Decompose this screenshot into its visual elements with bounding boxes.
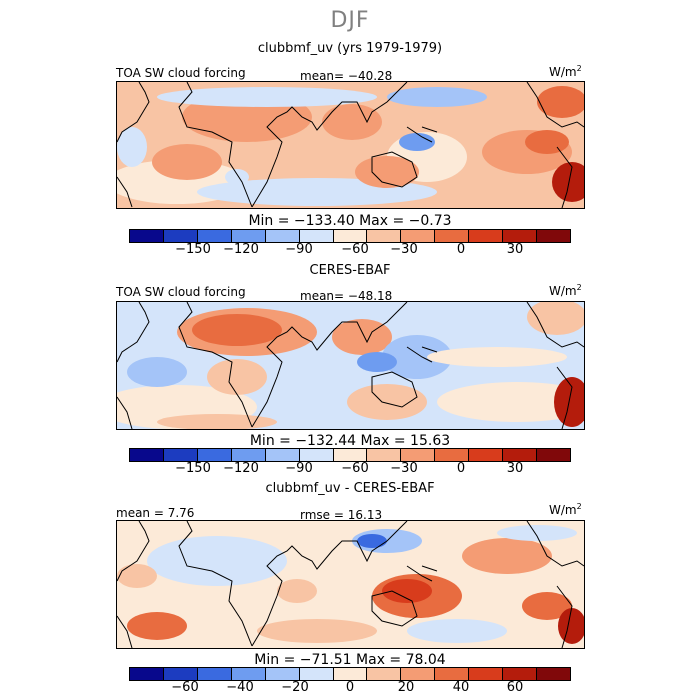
panel-3-tick: 40 (452, 680, 470, 695)
colorbar-segment (435, 449, 470, 461)
colorbar-segment (130, 230, 164, 242)
colorbar-segment (231, 449, 266, 461)
panel-3-mean-label: mean = 7.76 (116, 506, 195, 520)
colorbar-segment (130, 668, 164, 680)
panel-2-map (116, 301, 585, 430)
panel-3-title: clubbmf_uv - CERES-EBAF (265, 481, 435, 496)
colorbar-segment (265, 668, 300, 680)
panel-2-tick: −90 (285, 461, 313, 476)
colorbar-segment (367, 230, 402, 242)
panel-1-mean-label: mean= −40.28 (300, 69, 393, 83)
panel-1-tick: −90 (285, 242, 313, 257)
season-title: DJF (330, 8, 370, 33)
colorbar-segment (163, 668, 198, 680)
panel-3-unit-label: W/m2 (549, 502, 582, 517)
colorbar-segment (435, 668, 470, 680)
colorbar-segment (503, 230, 538, 242)
colorbar-segment (367, 449, 402, 461)
colorbar-segment (469, 449, 504, 461)
panel-2-tick: 0 (456, 461, 466, 476)
panel-3-tick: −60 (171, 680, 199, 695)
colorbar-segment (333, 668, 368, 680)
colorbar-segment (231, 668, 266, 680)
panel-1-variable-label: TOA SW cloud forcing (116, 66, 246, 80)
panel-3-colorbar (129, 667, 571, 681)
panel-2-tick: −120 (223, 461, 259, 476)
panel-2-unit-label: W/m2 (549, 283, 582, 298)
colorbar-segment (537, 668, 570, 680)
colorbar-segment (435, 230, 470, 242)
colorbar-segment (503, 668, 538, 680)
colorbar-segment (299, 668, 334, 680)
panel-3-map (116, 520, 585, 649)
panel-3-tick: −40 (226, 680, 254, 695)
panel-1-colorbar (129, 229, 571, 243)
colorbar-segment (401, 449, 436, 461)
panel-2-mean-label: mean= −48.18 (300, 289, 393, 303)
colorbar-segment (197, 449, 232, 461)
panel-1-minmax-overlay: Min = −133.40 Max = −0.73 (230, 213, 470, 229)
colorbar-segment (163, 230, 198, 242)
colorbar-segment (469, 230, 504, 242)
colorbar-segment (503, 449, 538, 461)
panel-3-minmax: Min = −71.51 Max = 78.04 (254, 652, 446, 668)
panel-3-tick: 60 (506, 680, 524, 695)
panel-2-tick: −150 (175, 461, 211, 476)
panel-1-title: clubbmf_uv (yrs 1979-1979) (257, 41, 443, 56)
panel-2-title: CERES-EBAF (309, 263, 391, 278)
panel-2-minmax: Min = −132.44 Max = 15.63 (249, 433, 451, 449)
panel-1-tick: −150 (175, 242, 211, 257)
panel-3-rmse-label: rmse = 16.13 (300, 508, 383, 522)
colorbar-segment (401, 668, 436, 680)
panel-2-tick: 30 (506, 461, 524, 476)
colorbar-segment (333, 449, 368, 461)
colorbar-segment (537, 230, 570, 242)
colorbar-segment (401, 230, 436, 242)
panel-3-tick: 0 (345, 680, 355, 695)
colorbar-segment (367, 668, 402, 680)
panel-2-variable-label: TOA SW cloud forcing (116, 285, 246, 299)
colorbar-segment (299, 449, 334, 461)
panel-1-tick: −30 (390, 242, 418, 257)
colorbar-segment (130, 449, 164, 461)
panel-2-tick: −30 (390, 461, 418, 476)
panel-1-unit-label: W/m2 (549, 64, 582, 79)
panel-1-tick: −120 (223, 242, 259, 257)
panel-3-tick: 20 (397, 680, 415, 695)
colorbar-segment (265, 449, 300, 461)
panel-1-tick: 0 (456, 242, 466, 257)
panel-2-colorbar (129, 448, 571, 462)
panel-2-tick: −60 (341, 461, 369, 476)
colorbar-segment (197, 668, 232, 680)
panel-1-tick: −60 (341, 242, 369, 257)
colorbar-segment (537, 449, 570, 461)
colorbar-segment (231, 230, 266, 242)
colorbar-segment (333, 230, 368, 242)
panel-1-tick: 30 (506, 242, 524, 257)
colorbar-segment (265, 230, 300, 242)
colorbar-segment (163, 449, 198, 461)
colorbar-segment (469, 668, 504, 680)
panel-3-tick: −20 (281, 680, 309, 695)
panel-1-map (116, 81, 585, 209)
colorbar-segment (299, 230, 334, 242)
colorbar-segment (197, 230, 232, 242)
